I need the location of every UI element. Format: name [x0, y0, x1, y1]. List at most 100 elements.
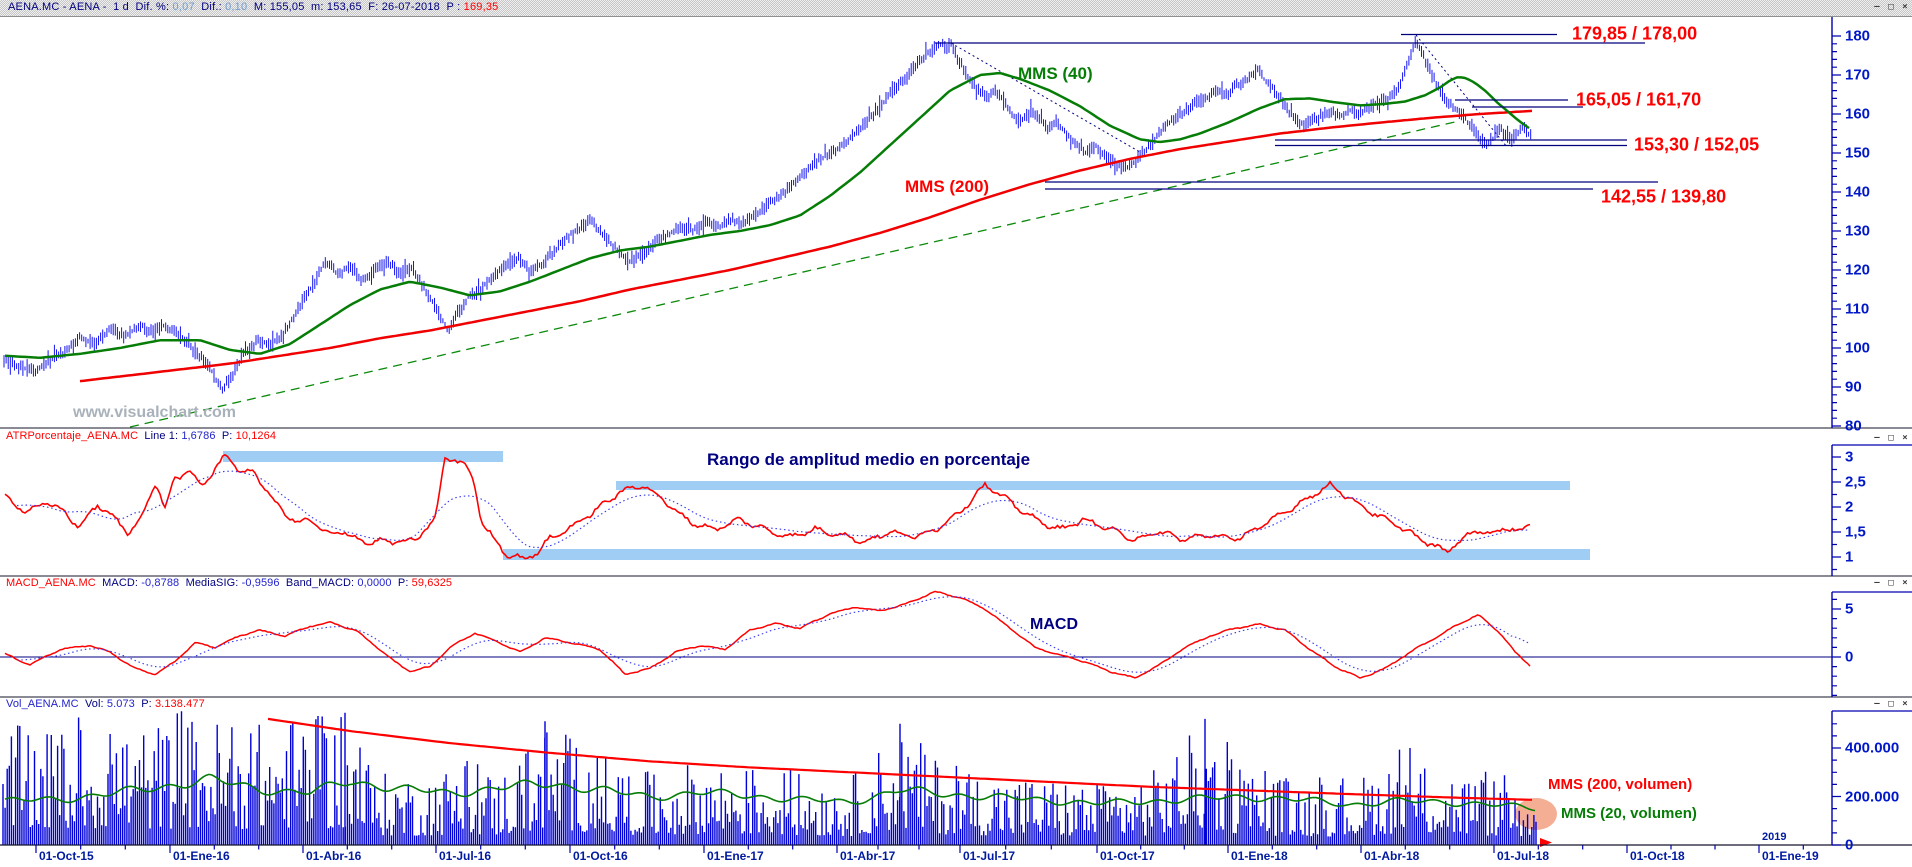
level-label-1: 179,85 / 178,00 [1572, 23, 1698, 44]
price-bars [3, 36, 1532, 394]
date-axis-label: 01-Ene-16 [173, 849, 230, 863]
atr-window-controls: — □ × [1872, 433, 1910, 445]
price-axis-label: 180 [1845, 27, 1871, 45]
text-segment: P: [134, 698, 155, 710]
price-axis-label: 90 [1845, 378, 1862, 396]
text-segment: 169,35 [463, 1, 499, 13]
text-segment: MACD: [102, 577, 142, 589]
macd-axis-label: 5 [1845, 600, 1854, 618]
volume-mms20-annotation: MMS (20, volumen) [1561, 805, 1697, 822]
atr-line [4, 453, 1531, 560]
volume-window-controls: — □ × [1872, 699, 1910, 711]
text-segment: P: [391, 577, 412, 589]
volume-axis-ticks [1832, 723, 1841, 846]
date-axis-label: 01-Abr-16 [306, 849, 362, 863]
text-segment: ATRPorcentaje_AENA.MC [6, 430, 145, 442]
window-titlebar: AENA.MC - AENA - 1 d Dif. %: 0,07 Dif.: … [0, 0, 1912, 17]
text-segment: MACD_AENA.MC [6, 577, 103, 589]
date-axis-label: 01-Jul-18 [1497, 849, 1550, 863]
date-axis-ticks [35, 845, 1804, 853]
text-segment: Vol: [84, 698, 107, 710]
text-segment: 0,0000 [357, 577, 392, 589]
text-segment: 3.138.477 [154, 698, 205, 710]
atr-panel-header: ATRPorcentaje_AENA.MC Line 1: 1,6786 P: … [6, 430, 276, 442]
atr-axis-label: 1,5 [1845, 523, 1866, 541]
minimize-button[interactable]: — [1874, 2, 1880, 12]
volume-highlight-circle [1515, 798, 1557, 830]
date-axis-label: 01-Oct-16 [573, 849, 628, 863]
macd-line [4, 590, 1531, 679]
price-axis-label: 100 [1845, 339, 1871, 357]
close-button[interactable]: × [1902, 578, 1908, 588]
atr-annotation: Rango de amplitud medio en porcentaje [707, 450, 1031, 469]
minimize-button[interactable]: — [1874, 578, 1880, 588]
price-axis-label: 160 [1845, 105, 1871, 123]
text-segment: 1,6786 [181, 430, 216, 442]
macd-panel-header: MACD_AENA.MC MACD: -0,8788 MediaSIG: -0,… [6, 577, 452, 589]
titlebar-text: AENA.MC - AENA - 1 d Dif. %: 0,07 Dif.: … [8, 1, 498, 13]
volume-panel-header: Vol_AENA.MC Vol: 5.073 P: 3.138.477 [6, 698, 205, 710]
text-segment: P: [215, 430, 236, 442]
text-segment: M: 155,05 m: 153,65 F: 26-07-2018 [247, 1, 447, 13]
date-axis-label: 01-Ene-19 [1762, 849, 1819, 863]
atr-axis-ticks [1832, 456, 1841, 571]
level-label-3: 153,30 / 152,05 [1634, 134, 1760, 155]
text-segment: Vol_AENA.MC [6, 698, 85, 710]
text-segment: 59,6325 [411, 577, 453, 589]
text-segment: Band_MACD: [279, 577, 358, 589]
price-axis-label: 130 [1845, 222, 1871, 240]
peak-trendline-dotted [950, 42, 1141, 153]
date-axis-label: 01-Oct-18 [1630, 849, 1685, 863]
text-segment: P : [446, 1, 464, 13]
text-segment: 0,07 [172, 1, 195, 13]
volume-bars [2, 711, 1537, 845]
maximize-button[interactable]: □ [1888, 433, 1894, 443]
text-segment: Line 1: [144, 430, 182, 442]
mms40-annotation: MMS (40) [1018, 64, 1093, 83]
price-axis-ticks [1832, 35, 1841, 427]
price-axis-label: 170 [1845, 66, 1871, 84]
atr-axis-label: 2 [1845, 498, 1854, 516]
volume-mms20-line [4, 773, 1536, 812]
level-label-2: 165,05 / 161,70 [1576, 89, 1702, 110]
price-axis-label: 120 [1845, 261, 1871, 279]
date-axis-label: 01-Oct-17 [1100, 849, 1155, 863]
text-segment: 5.073 [106, 698, 135, 710]
date-axis-label: 01-Oct-15 [39, 849, 94, 863]
maximize-button[interactable]: □ [1888, 578, 1894, 588]
close-button[interactable]: × [1902, 699, 1908, 709]
atr-band [503, 549, 1590, 560]
last-bar-marker [1540, 838, 1552, 847]
mms200-annotation: MMS (200) [905, 177, 990, 196]
price-axis-label: 140 [1845, 183, 1871, 201]
atr-signal-dotted [16, 470, 1529, 549]
minimize-button[interactable]: — [1874, 433, 1880, 443]
minimize-button[interactable]: — [1874, 699, 1880, 709]
text-segment: 0,10 [225, 1, 248, 13]
macd-signal-dotted [17, 596, 1530, 673]
close-button[interactable]: × [1902, 2, 1908, 12]
mms200-line [79, 109, 1533, 383]
maximize-button[interactable]: □ [1888, 2, 1894, 12]
atr-axis-label: 1 [1845, 548, 1854, 566]
macd-annotation: MACD [1030, 616, 1078, 633]
macd-axis-ticks [1832, 598, 1841, 696]
text-segment: 10,1264 [235, 430, 277, 442]
maximize-button[interactable]: □ [1888, 699, 1894, 709]
text-segment: -0,9596 [241, 577, 280, 589]
close-button[interactable]: × [1902, 433, 1908, 443]
volume-axis-label: 200.000 [1845, 788, 1900, 805]
date-axis-label: 01-Abr-18 [1364, 849, 1420, 863]
text-segment: MediaSIG: [179, 577, 242, 589]
date-axis-label: 01-Abr-17 [840, 849, 896, 863]
date-axis-label: 01-Ene-18 [1231, 849, 1288, 863]
mms40-line [4, 72, 1530, 359]
text-segment: -0,8788 [141, 577, 180, 589]
atr-axis-label: 3 [1845, 448, 1854, 466]
volume-mms200-line [267, 717, 1533, 801]
macd-axis-label: 0 [1845, 648, 1854, 666]
year-boundary-label: 2019 [1762, 831, 1787, 843]
atr-band [223, 451, 503, 462]
macd-window-controls: — □ × [1872, 578, 1910, 590]
